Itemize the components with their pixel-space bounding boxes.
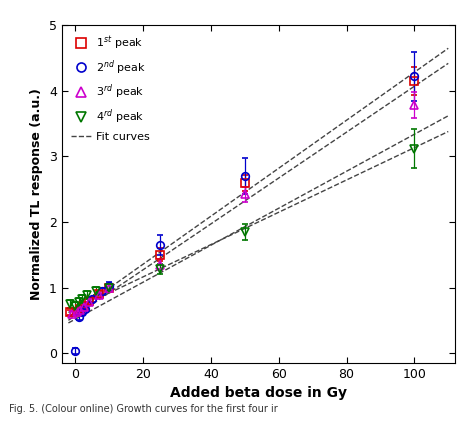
Legend: 1$^{st}$ peak, 2$^{nd}$ peak, 3$^{rd}$ peak, 4$^{rd}$ peak, Fit curves: 1$^{st}$ peak, 2$^{nd}$ peak, 3$^{rd}$ p… — [67, 31, 153, 146]
Text: Fig. 5. (Colour online) Growth curves for the first four ir: Fig. 5. (Colour online) Growth curves fo… — [9, 403, 278, 414]
X-axis label: Added beta dose in Gy: Added beta dose in Gy — [170, 386, 347, 400]
Y-axis label: Normalized TL response (a.u.): Normalized TL response (a.u.) — [30, 88, 43, 300]
